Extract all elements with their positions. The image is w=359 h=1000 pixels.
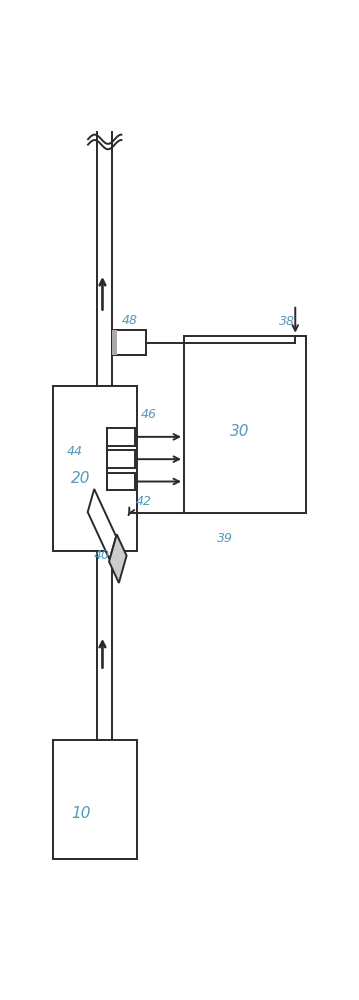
Bar xyxy=(53,386,137,551)
Text: 46: 46 xyxy=(141,408,157,421)
Text: 30: 30 xyxy=(230,424,250,439)
Text: 38: 38 xyxy=(279,315,295,328)
Bar xyxy=(107,450,135,468)
Bar xyxy=(112,330,146,355)
Polygon shape xyxy=(109,534,127,583)
Text: 42: 42 xyxy=(135,495,151,508)
Text: 48: 48 xyxy=(122,314,138,327)
Polygon shape xyxy=(88,489,116,559)
Text: 44: 44 xyxy=(67,445,83,458)
Bar xyxy=(107,473,135,490)
Bar xyxy=(107,428,135,446)
Text: 40: 40 xyxy=(94,549,109,562)
Text: 10: 10 xyxy=(71,806,91,820)
Bar xyxy=(184,336,307,513)
Bar xyxy=(53,740,137,859)
Text: 39: 39 xyxy=(218,532,233,545)
Bar xyxy=(112,330,117,355)
Text: 20: 20 xyxy=(71,471,91,486)
